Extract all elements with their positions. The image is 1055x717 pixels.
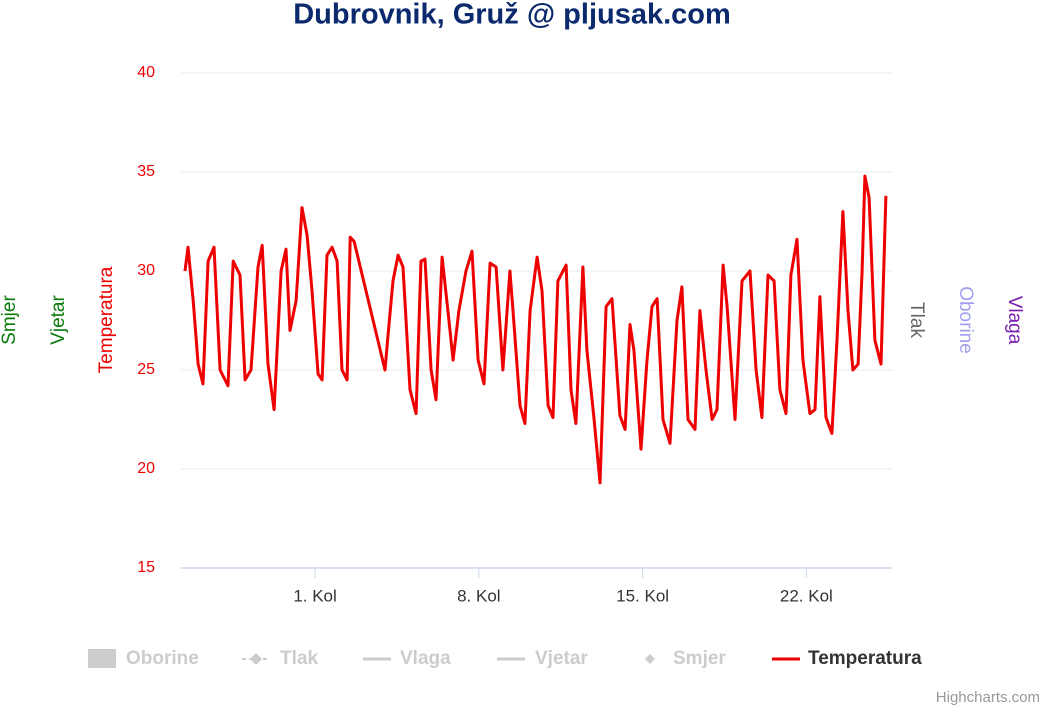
y-tick-label: 15 (137, 559, 155, 576)
axis-title: Oborine (955, 286, 976, 354)
legend-item[interactable]: Oborine (126, 648, 199, 669)
legend-item[interactable]: Vlaga (400, 648, 451, 669)
y-tick-label: 30 (137, 262, 155, 279)
y-tick-label: 40 (137, 64, 155, 81)
line-series (183, 174, 888, 485)
y-tick-label: 35 (137, 163, 155, 180)
x-tick-label: 8. Kol (457, 586, 500, 605)
x-tick-label: 1. Kol (293, 586, 336, 605)
credit[interactable]: Highcharts.com (936, 689, 1040, 706)
y-tick-label: 25 (137, 361, 155, 378)
legend-symbol (88, 649, 116, 668)
axis-title: Vjetar (48, 295, 69, 345)
legend-item[interactable]: Temperatura (808, 648, 922, 669)
x-tick-label: 22. Kol (780, 586, 833, 605)
legend-symbol (250, 653, 262, 665)
legend-item[interactable]: Vjetar (535, 648, 588, 669)
legend-symbol (645, 654, 655, 664)
y-tick-label: 20 (137, 460, 155, 477)
legend-item[interactable]: Smjer (673, 648, 726, 669)
axis-title: Tlak (906, 302, 927, 338)
x-tick-label: 15. Kol (616, 586, 669, 605)
legend: Oborine Tlak Vlaga Vjetar Smjer Temperat… (88, 648, 922, 669)
axis-title: Smjer (0, 295, 20, 345)
chart-title: Dubrovnik, Gruž @ pljusak.com (293, 0, 731, 31)
axis-title: Vlaga (1004, 296, 1025, 345)
legend-item[interactable]: Tlak (280, 648, 318, 669)
axis-title: Temperatura (96, 266, 117, 373)
